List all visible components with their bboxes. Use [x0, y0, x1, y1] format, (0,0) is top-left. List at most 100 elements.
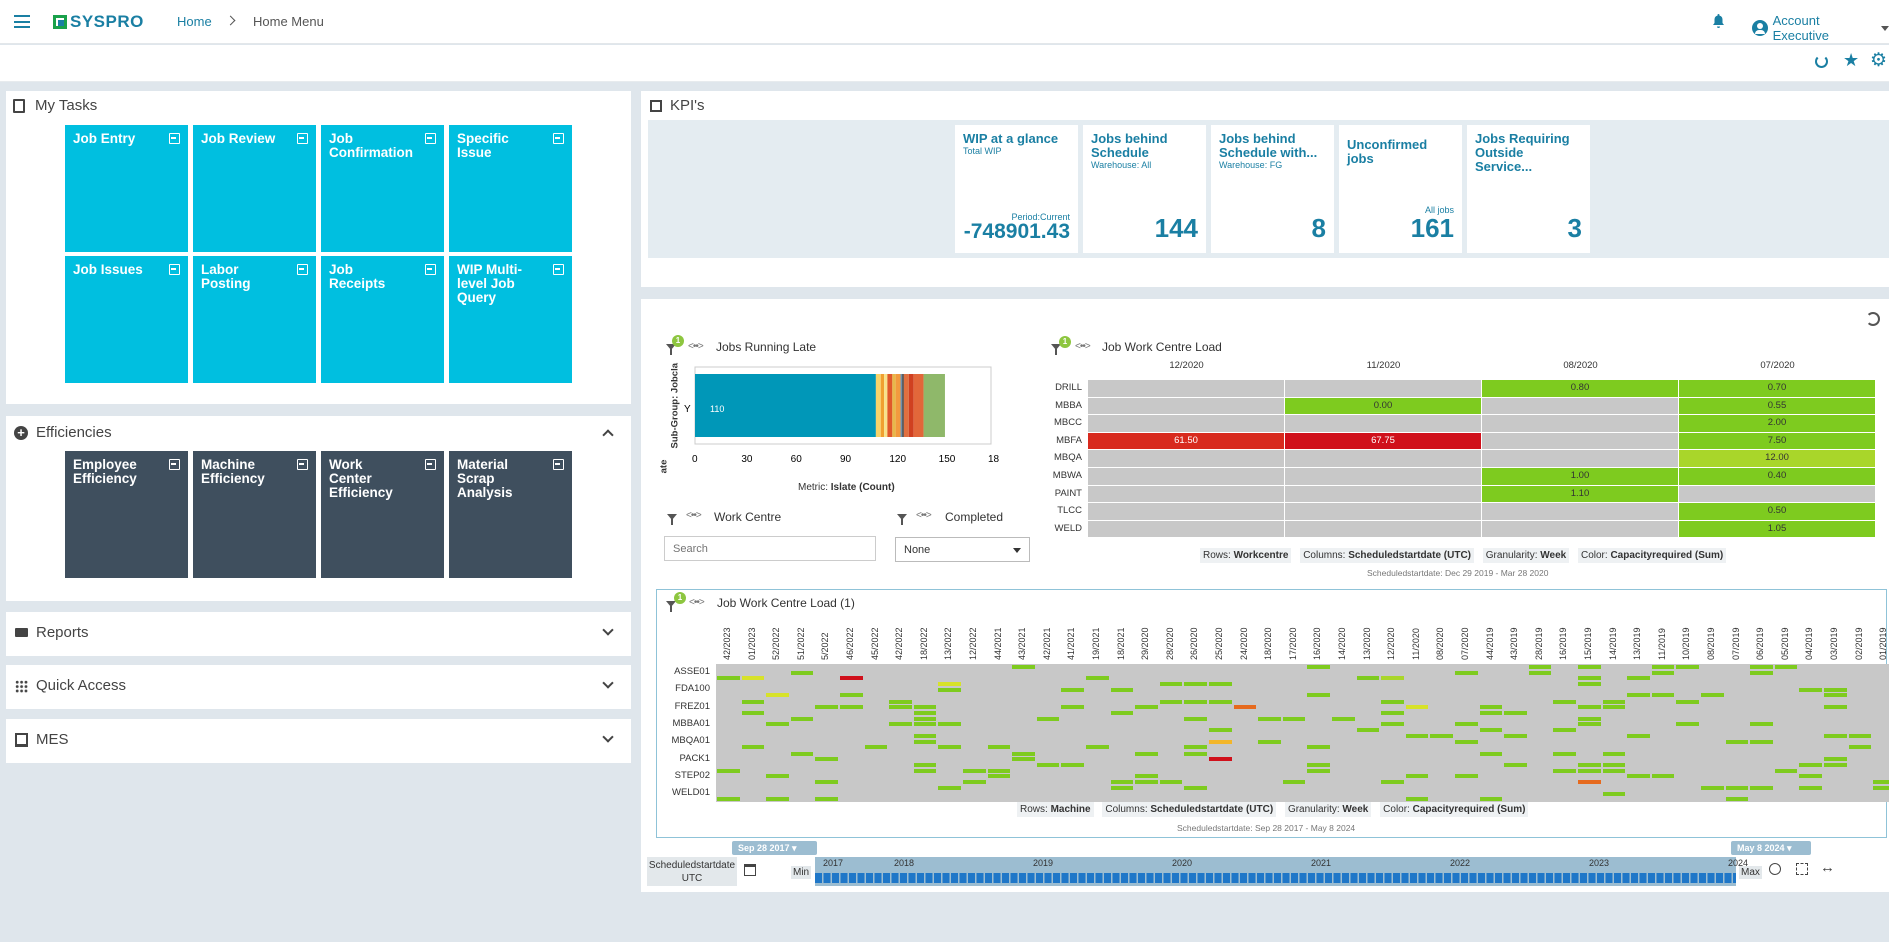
heatmap-cell[interactable]: [1088, 397, 1284, 415]
kpi-card-unconfirmed[interactable]: Unconfirmed jobs All jobs 161: [1339, 125, 1462, 253]
load-mark[interactable]: [938, 682, 961, 687]
load-mark[interactable]: [1233, 705, 1257, 710]
tile-job-confirmation[interactable]: Job Confirmation: [321, 125, 444, 252]
heatmap-cell[interactable]: 0.50: [1679, 503, 1875, 520]
load-mark[interactable]: [1627, 676, 1650, 680]
heatmap-cell[interactable]: [1285, 380, 1481, 397]
load-mark[interactable]: [1258, 739, 1281, 744]
tile-job-issues[interactable]: Job Issues: [65, 256, 188, 383]
load-mark[interactable]: [1627, 774, 1650, 779]
load-mark[interactable]: [1381, 676, 1404, 680]
load-mark[interactable]: [1209, 727, 1232, 732]
load-mark[interactable]: [766, 774, 789, 779]
heatmap-cell[interactable]: [1088, 468, 1284, 485]
load-mark[interactable]: [1676, 665, 1699, 669]
load-mark[interactable]: [1479, 751, 1503, 756]
bar-segment[interactable]: [884, 374, 888, 437]
load-mark[interactable]: [1701, 693, 1724, 698]
load-mark[interactable]: [1676, 722, 1699, 727]
load-mark[interactable]: [889, 722, 912, 727]
load-mark[interactable]: [1799, 762, 1822, 767]
load-mark[interactable]: [1061, 687, 1084, 692]
load-mark[interactable]: [1750, 670, 1773, 675]
load-mark[interactable]: [840, 693, 863, 698]
load-mark[interactable]: [913, 768, 937, 773]
bar-segment[interactable]: [903, 374, 909, 437]
drag-handle-icon[interactable]: <••>: [689, 597, 705, 608]
load-mark[interactable]: [717, 768, 740, 773]
load-mark[interactable]: [1307, 762, 1330, 767]
bar-segment[interactable]: [892, 374, 896, 437]
load-mark[interactable]: [1578, 676, 1601, 680]
kpi-card-behind-schedule[interactable]: Jobs behind Schedule Warehouse: All 144: [1083, 125, 1206, 253]
expand-chevron-icon[interactable]: [602, 677, 614, 689]
load-mark[interactable]: [1602, 751, 1626, 756]
load-mark[interactable]: [1012, 751, 1035, 756]
load-mark[interactable]: [741, 710, 765, 715]
load-mark[interactable]: [1282, 716, 1306, 721]
load-mark[interactable]: [1381, 722, 1404, 727]
tile-job-receipts[interactable]: Job Receipts: [321, 256, 444, 383]
heatmap-cell[interactable]: 12.00: [1679, 450, 1875, 467]
load-mark[interactable]: [1135, 779, 1158, 784]
load-mark[interactable]: [741, 676, 765, 680]
heatmap-cell[interactable]: 67.75: [1285, 432, 1481, 450]
load-mark[interactable]: [1405, 774, 1429, 779]
load-mark[interactable]: [1159, 779, 1183, 784]
load-mark[interactable]: [1774, 768, 1798, 773]
timeline-max-button[interactable]: Max: [1739, 866, 1762, 879]
load-mark[interactable]: [1209, 757, 1232, 761]
heatmap-cell[interactable]: [1482, 450, 1678, 467]
load-mark[interactable]: [1061, 762, 1084, 767]
load-mark[interactable]: [889, 699, 912, 704]
filter-icon[interactable]: [666, 344, 676, 355]
tile-machine-efficiency[interactable]: Machine Efficiency: [193, 451, 316, 578]
tile-material-scrap-analysis[interactable]: Material Scrap Analysis: [449, 451, 572, 578]
mes-section[interactable]: MES: [6, 719, 631, 763]
heatmap-cell[interactable]: 2.00: [1679, 415, 1875, 432]
heatmap-cell[interactable]: 0.70: [1679, 380, 1875, 397]
load-mark[interactable]: [1578, 768, 1601, 773]
heatmap-cell[interactable]: 1.10: [1482, 485, 1678, 503]
load-mark[interactable]: [840, 705, 863, 710]
heatmap-cell[interactable]: [1285, 485, 1481, 503]
expand-horizontal-icon[interactable]: ↔: [1820, 859, 1835, 876]
load-mark[interactable]: [1651, 665, 1675, 669]
fit-screen-icon[interactable]: [1796, 863, 1808, 875]
load-mark[interactable]: [1824, 687, 1847, 692]
load-mark[interactable]: [1405, 734, 1429, 739]
load-mark[interactable]: [1282, 779, 1306, 784]
refresh-icon[interactable]: [1815, 55, 1828, 68]
bar-segment[interactable]: [887, 374, 893, 437]
load-mark[interactable]: [1479, 710, 1503, 715]
zoom-icon[interactable]: [1769, 863, 1781, 875]
load-mark[interactable]: [1676, 699, 1699, 704]
expand-chevron-icon[interactable]: [602, 731, 614, 743]
load-mark[interactable]: [1651, 774, 1675, 779]
heatmap-cell[interactable]: [1088, 380, 1284, 397]
bar-segment[interactable]: [900, 374, 903, 437]
heatmap-cell[interactable]: [1088, 503, 1284, 520]
bar-segment[interactable]: [880, 374, 885, 437]
reports-section[interactable]: Reports: [6, 612, 631, 656]
load-mark[interactable]: [1381, 710, 1404, 715]
heatmap-cell[interactable]: [1285, 503, 1481, 520]
refresh-icon[interactable]: [1866, 312, 1880, 326]
load-mark[interactable]: [790, 751, 814, 756]
load-mark[interactable]: [913, 710, 937, 715]
load-mark[interactable]: [1061, 705, 1084, 710]
load-mark[interactable]: [1381, 699, 1404, 704]
drag-handle-icon[interactable]: <••>: [1075, 341, 1091, 352]
load-mark[interactable]: [913, 739, 937, 744]
load-mark[interactable]: [1307, 768, 1330, 773]
load-mark[interactable]: [1578, 665, 1601, 669]
timeline-start-flag[interactable]: Sep 28 2017 ▾: [732, 841, 817, 855]
load-mark[interactable]: [938, 745, 961, 750]
load-mark[interactable]: [815, 797, 838, 802]
load-mark[interactable]: [1774, 665, 1798, 669]
load-mark[interactable]: [1430, 734, 1453, 739]
heatmap-cell[interactable]: [1285, 450, 1481, 467]
heatmap-cell[interactable]: 0.00: [1285, 397, 1481, 415]
heatmap-cell[interactable]: [1285, 415, 1481, 432]
load-mark[interactable]: [1479, 705, 1503, 710]
